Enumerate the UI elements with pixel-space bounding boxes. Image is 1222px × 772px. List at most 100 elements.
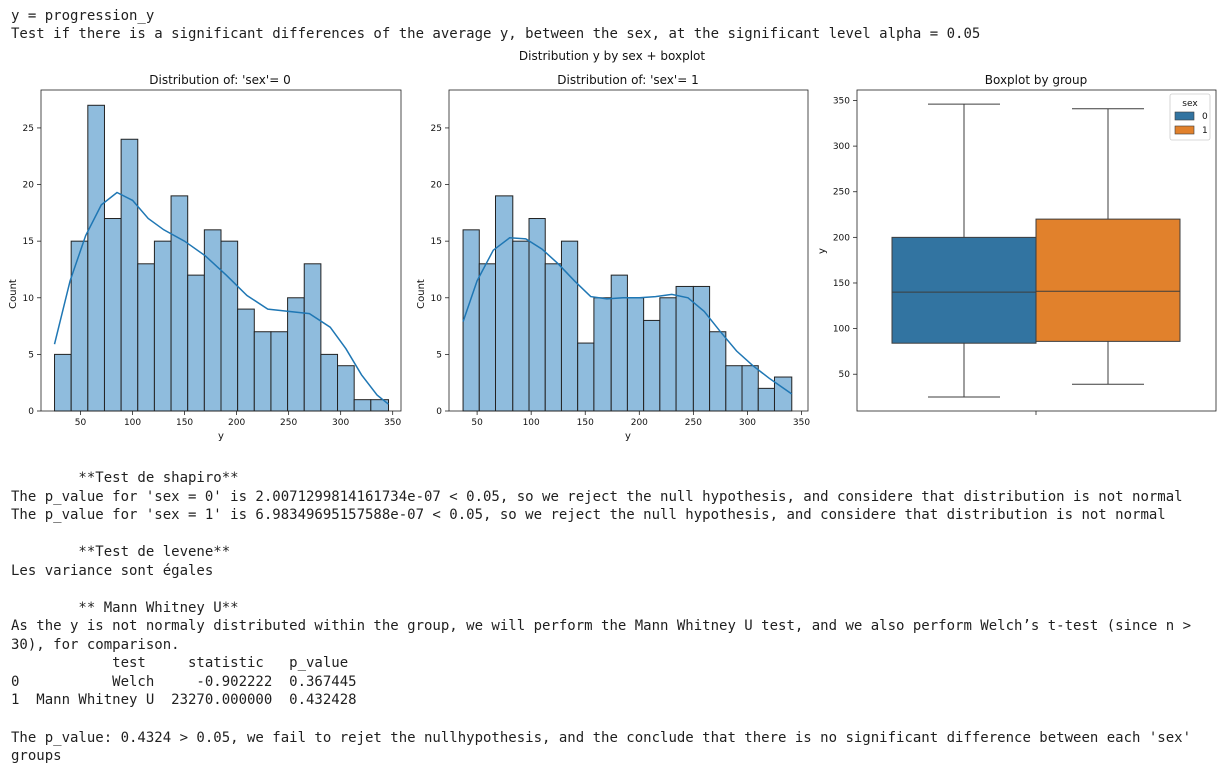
y-tick-label: 10 xyxy=(23,294,35,304)
y-tick-label: 350 xyxy=(833,96,850,106)
hist-bar xyxy=(675,285,694,412)
levene-line-1: Les variance sont égales xyxy=(11,563,214,579)
hist-bar xyxy=(757,387,775,412)
boxplot-ylabel: y xyxy=(817,248,828,254)
hist-bar xyxy=(137,263,155,412)
hist-bar xyxy=(237,308,255,412)
results-table-row: 0 Welch -0.902222 0.367445 xyxy=(11,674,357,690)
x-tick-label: 100 xyxy=(523,418,540,428)
mann-whitney-line-2: 30), for comparison. xyxy=(11,637,180,653)
boxplot-panel: Boxplot by group y 50 100 150 200 250 300 350 s… xyxy=(817,73,1217,415)
x-tick-label: 250 xyxy=(685,418,702,428)
hist-bar xyxy=(287,297,305,412)
y-tick-label: 5 xyxy=(436,350,442,360)
y-tick-label: 250 xyxy=(833,188,850,198)
hist-bar xyxy=(70,240,89,412)
hist-bar xyxy=(626,297,645,412)
y-tick-label: 20 xyxy=(23,181,35,191)
figure-suptitle: Distribution y by sex + boxplot xyxy=(519,49,705,63)
y-tick-label: 15 xyxy=(431,237,442,247)
box-sex-0 xyxy=(891,236,1037,344)
y-tick-label: 5 xyxy=(28,350,34,360)
hist-bar xyxy=(120,138,139,412)
hist-bar xyxy=(593,297,612,412)
hist-bar xyxy=(560,240,579,412)
hist-bar xyxy=(153,240,172,412)
kde-line xyxy=(53,191,389,405)
hist-sex-1-xlabel: y xyxy=(625,431,631,442)
shapiro-title: **Test de shapiro** xyxy=(11,470,239,486)
hist-bar xyxy=(544,263,562,412)
y-tick-label: 10 xyxy=(431,294,443,304)
results-table-header: test statistic p_value xyxy=(11,655,349,671)
x-tick-label: 200 xyxy=(631,418,648,428)
hist-bar xyxy=(187,274,205,412)
hist-bar xyxy=(478,263,496,412)
x-tick-label: 300 xyxy=(332,418,349,428)
plot-frame xyxy=(448,89,809,412)
header-line-1: y = progression_y xyxy=(11,8,155,24)
shapiro-line-1: The p_value for 'sex = 0' is 2.007129981… xyxy=(11,489,1183,505)
y-tick-label: 100 xyxy=(833,325,850,335)
hist-bar xyxy=(270,331,289,412)
hist-bar xyxy=(659,297,677,412)
y-tick-label: 15 xyxy=(23,237,34,247)
y-tick-label: 0 xyxy=(436,407,442,417)
y-tick-label: 0 xyxy=(28,407,34,417)
y-tick-label: 50 xyxy=(839,370,851,380)
hist-bar xyxy=(577,342,595,412)
hist-bar xyxy=(610,274,628,412)
hist-bar xyxy=(643,319,661,412)
x-tick-label: 50 xyxy=(75,418,87,428)
hist-sex-0-title: Distribution of: 'sex'= 0 xyxy=(149,73,290,87)
conclusion-line-2: groups xyxy=(11,748,62,764)
kde-line xyxy=(462,237,793,395)
hist-bar xyxy=(353,399,372,412)
plot-frame xyxy=(40,89,402,412)
legend-label: 1 xyxy=(1202,126,1208,136)
hist-bar xyxy=(253,331,272,412)
hist-bar xyxy=(303,263,322,412)
hist-bar xyxy=(170,195,189,412)
y-tick-label: 200 xyxy=(833,233,850,243)
mann-whitney-title: ** Mann Whitney U** xyxy=(11,600,239,616)
hist-bar xyxy=(709,331,727,412)
hist-bar xyxy=(103,218,122,412)
legend-swatch-0 xyxy=(1174,111,1195,121)
hist-bar xyxy=(320,353,339,412)
legend-title: sex xyxy=(1182,99,1198,109)
shapiro-line-2: The p_value for 'sex = 1' is 6.983496951… xyxy=(11,507,1166,523)
hist-bar xyxy=(741,365,759,412)
plot-frame xyxy=(856,89,1217,412)
box-sex-1 xyxy=(1035,218,1181,342)
hist-bar xyxy=(462,229,480,412)
y-tick-label: 25 xyxy=(431,124,442,134)
y-tick-label: 150 xyxy=(833,279,850,289)
y-tick-label: 20 xyxy=(431,181,443,191)
x-tick-label: 150 xyxy=(577,418,594,428)
legend-swatch-1 xyxy=(1174,125,1195,135)
hist-bar xyxy=(512,240,530,412)
hist-bar xyxy=(54,353,72,412)
hist-sex-1-title: Distribution of: 'sex'= 1 xyxy=(557,73,698,87)
hist-bar xyxy=(725,365,743,412)
levene-title: **Test de levene** xyxy=(11,544,231,560)
x-tick-label: 100 xyxy=(124,418,141,428)
hist-bar xyxy=(494,195,514,412)
y-tick-label: 25 xyxy=(23,124,34,134)
header-line-2: Test if there is a significant differenc… xyxy=(11,26,981,42)
boxplot-title: Boxplot by group xyxy=(985,73,1088,87)
y-tick-label: 300 xyxy=(833,142,850,152)
hist-sex-1-panel: Distribution of: 'sex'= 1 y Count 5 0 100 1… xyxy=(416,73,810,442)
hist-bar xyxy=(773,376,793,412)
hist-bar xyxy=(87,104,105,412)
hist-sex-1-ylabel: Count xyxy=(416,279,427,309)
x-tick-label: 250 xyxy=(280,418,297,428)
legend-label: 0 xyxy=(1202,112,1208,122)
x-tick-label: 350 xyxy=(384,418,401,428)
x-tick-label: 300 xyxy=(739,418,756,428)
figure: Distribution y by sex + boxplot Distribu… xyxy=(8,49,1217,442)
x-tick-label: 200 xyxy=(228,418,245,428)
hist-sex-0-xlabel: y xyxy=(218,431,224,442)
hist-sex-0-panel: Distribution of: 'sex'= 0 y Count 50 100 1… xyxy=(8,73,402,442)
